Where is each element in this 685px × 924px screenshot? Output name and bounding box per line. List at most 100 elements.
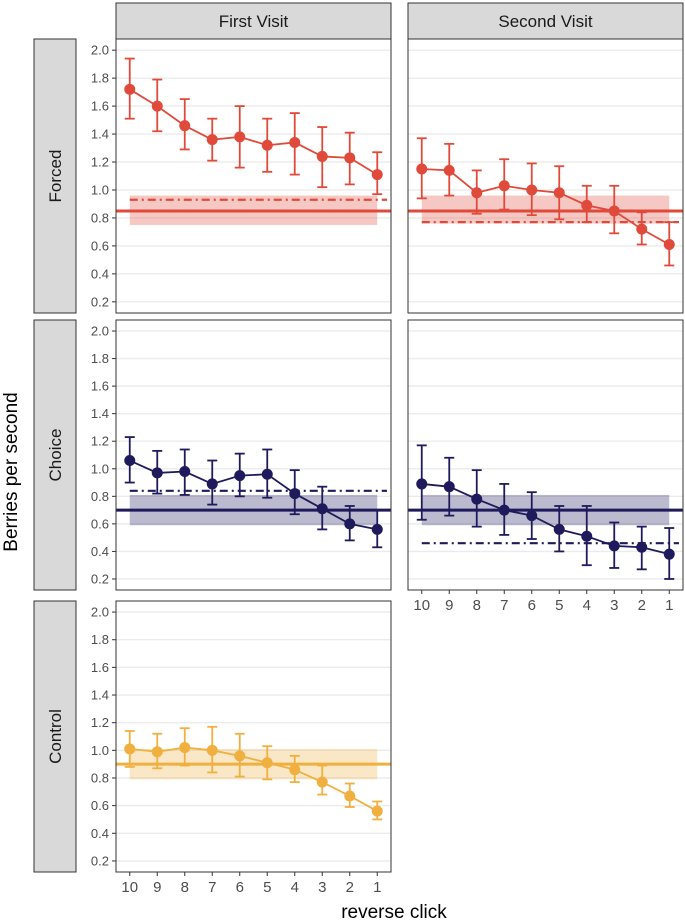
series-line: [129, 459, 378, 531]
data-point: [581, 530, 593, 542]
x-tick-label: 9: [445, 597, 453, 614]
data-point: [206, 478, 218, 490]
column-strip-label: Second Visit: [498, 12, 592, 31]
data-point: [471, 187, 483, 199]
data-point: [553, 523, 565, 535]
data-point: [608, 205, 620, 217]
data-point: [316, 150, 328, 162]
data-point: [498, 504, 510, 516]
data-point: [344, 518, 356, 530]
x-tick-label: 4: [583, 597, 591, 614]
x-tick-label: 7: [500, 597, 508, 614]
data-point: [471, 493, 483, 505]
x-tick-label: 1: [373, 879, 381, 896]
series-line: [129, 746, 378, 812]
x-tick-label: 10: [121, 879, 138, 896]
x-tick-label: 5: [555, 597, 563, 614]
data-point: [416, 163, 428, 175]
y-tick-label: 0.8: [91, 770, 109, 785]
data-point: [289, 764, 301, 776]
row-strip-label: Choice: [46, 429, 65, 482]
y-tick-label: 1.8: [91, 351, 109, 366]
data-point: [261, 757, 273, 769]
y-tick-label: 0.6: [91, 516, 109, 531]
x-tick-label: 2: [346, 879, 354, 896]
panel-forced-second-visit: [407, 38, 684, 314]
panel-choice-second-visit: [407, 319, 684, 591]
column-strip-bg: [407, 2, 684, 40]
series-line: [129, 88, 378, 176]
data-point: [151, 100, 163, 112]
x-tick-label: 3: [318, 879, 326, 896]
column-strip-bg: [115, 2, 392, 40]
y-tick-label: 1.4: [91, 406, 109, 421]
data-point: [344, 790, 356, 802]
row-strip-bg: [33, 600, 77, 873]
data-point: [151, 746, 163, 758]
y-tick-label: 2.0: [91, 605, 109, 620]
y-tick-label: 1.8: [91, 71, 109, 86]
data-point: [443, 481, 455, 493]
data-point: [316, 503, 328, 515]
data-point: [371, 523, 383, 535]
y-tick-label: 0.2: [91, 853, 109, 868]
y-tick-label: 1.2: [91, 434, 109, 449]
row-strip-bg: [33, 319, 77, 591]
x-tick-label: 3: [610, 597, 618, 614]
x-tick-label: 6: [236, 879, 244, 896]
y-tick-label: 1.4: [91, 127, 109, 142]
y-tick-label: 0.4: [91, 266, 109, 281]
data-point: [526, 510, 538, 522]
y-tick-label: 1.0: [91, 461, 109, 476]
x-tick-label: 9: [153, 879, 161, 896]
x-tick-label: 8: [181, 879, 189, 896]
data-point: [289, 136, 301, 148]
data-point: [179, 120, 191, 132]
y-tick-label: 0.8: [91, 489, 109, 504]
panel-border: [407, 319, 684, 591]
y-tick-label: 1.0: [91, 743, 109, 758]
y-tick-label: 2.0: [91, 324, 109, 339]
row-strip-label: Forced: [46, 150, 65, 203]
data-point: [316, 776, 328, 788]
data-point: [371, 805, 383, 817]
panel-choice-first-visit: [115, 319, 392, 591]
panel-control-first-visit: [115, 600, 392, 873]
data-point: [124, 455, 136, 467]
panel-border: [115, 600, 392, 873]
y-tick-label: 1.0: [91, 182, 109, 197]
data-point: [636, 541, 648, 553]
data-point: [526, 184, 538, 196]
data-point: [289, 488, 301, 500]
data-point: [498, 180, 510, 192]
data-point: [344, 152, 356, 164]
row-strip-bg: [33, 38, 77, 314]
row-strip-label: Control: [46, 709, 65, 764]
x-tick-label: 8: [473, 597, 481, 614]
x-tick-label: 4: [291, 879, 299, 896]
data-point: [553, 187, 565, 199]
data-point: [234, 131, 246, 143]
y-tick-label: 1.6: [91, 660, 109, 675]
y-axis-title: Berries per second: [1, 392, 22, 551]
panel-border: [115, 319, 392, 591]
data-point: [234, 470, 246, 482]
y-tick-label: 0.2: [91, 571, 109, 586]
y-tick-label: 1.2: [91, 715, 109, 730]
data-point: [636, 223, 648, 235]
data-point: [151, 467, 163, 479]
data-point: [261, 468, 273, 480]
axes-layer: 0.2 0.4 0.6 0.8 1.0 1.2 1.4 1.6 1.8 2.0 0.2 0.4 0.6 0…: [91, 43, 674, 896]
data-point: [443, 164, 455, 176]
panel-forced-first-visit: [115, 38, 392, 314]
data-point: [608, 540, 620, 552]
data-point: [416, 478, 428, 490]
data-point: [663, 548, 675, 560]
panels-layer: [115, 38, 684, 873]
y-tick-label: 0.6: [91, 238, 109, 253]
column-strip-label: First Visit: [219, 12, 289, 31]
y-tick-label: 0.4: [91, 826, 109, 841]
data-point: [179, 466, 191, 478]
series-line: [421, 483, 670, 556]
